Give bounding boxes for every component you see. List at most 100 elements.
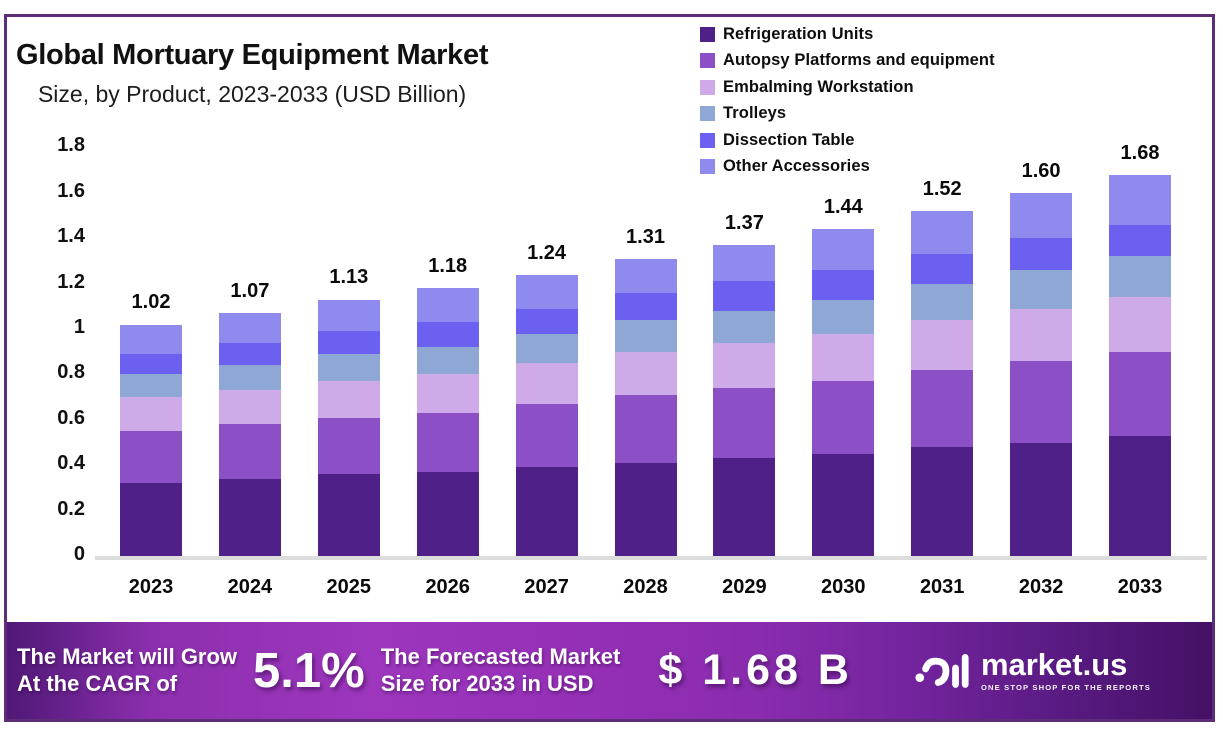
bar-segment bbox=[713, 342, 776, 389]
title-block: Global Mortuary Equipment Market Size, b… bbox=[16, 39, 488, 108]
legend-label: Trolleys bbox=[723, 104, 787, 122]
bar-segment bbox=[317, 354, 380, 382]
bar-segment bbox=[614, 462, 677, 556]
plot-area: 1.8 1.6 1.4 1.2 1 0.8 0.6 0.4 0.2 0 1.02 2023 1.07 20… bbox=[7, 17, 1212, 719]
bar-segment bbox=[1109, 351, 1171, 436]
bar-segment bbox=[120, 397, 182, 432]
y-axis-tick-label: 1.6 bbox=[57, 179, 85, 202]
x-axis-label: 2031 bbox=[919, 576, 965, 598]
bar-segment bbox=[713, 310, 776, 343]
legend-item: Dissection Table bbox=[700, 131, 995, 149]
y-axis-tick-label: 0.2 bbox=[57, 497, 85, 520]
bar-segment bbox=[812, 229, 875, 271]
marketus-swirl-icon bbox=[913, 645, 971, 696]
bar-segment bbox=[515, 363, 578, 404]
bar-value-label: 1.02 bbox=[131, 291, 171, 314]
bar-value-label: 1.31 bbox=[626, 225, 665, 248]
bar-segment bbox=[911, 210, 974, 255]
bar-segment bbox=[614, 258, 677, 293]
cagr-caption: The Market will Grow At the CAGR of bbox=[17, 644, 237, 697]
bar-segment bbox=[218, 390, 281, 425]
bar-value-label: 1.24 bbox=[527, 241, 567, 264]
bar-2023 bbox=[120, 324, 182, 556]
bar-2025 bbox=[317, 299, 380, 556]
bar-segment bbox=[416, 347, 479, 375]
bar-segment bbox=[515, 308, 578, 334]
y-axis-tick-label: 0.8 bbox=[57, 361, 85, 384]
bar-segment bbox=[1010, 192, 1073, 239]
bar-segment bbox=[317, 381, 380, 418]
bar-value-label: 1.44 bbox=[823, 196, 863, 219]
legend-swatch-icon bbox=[700, 79, 715, 95]
bar-segment bbox=[120, 324, 182, 354]
x-axis-label: 2033 bbox=[1117, 576, 1163, 598]
y-axis-tick-label: 1.2 bbox=[57, 270, 85, 293]
chart-legend: Refrigeration Units Autopsy Platforms and… bbox=[700, 25, 995, 184]
bar-segment bbox=[218, 424, 281, 479]
forecast-caption-line1: The Forecasted Market bbox=[380, 644, 621, 670]
marketus-logo: market.us ONE STOP SHOP FOR THE REPORTS bbox=[913, 645, 1151, 696]
y-axis-tick-label: 0.4 bbox=[57, 452, 85, 475]
bottom-banner: The Market will Grow At the CAGR of 5.1%… bbox=[7, 622, 1212, 719]
legend-item: Other Accessories bbox=[700, 157, 995, 176]
bar-segment bbox=[416, 412, 479, 472]
bar-segment bbox=[713, 458, 776, 556]
forecast-value: $ 1.68 B bbox=[658, 646, 853, 694]
bar-segment bbox=[317, 474, 380, 556]
legend-item: Refrigeration Units bbox=[700, 25, 995, 43]
bar-segment bbox=[317, 417, 380, 475]
bar-value-label: 1.60 bbox=[1021, 159, 1061, 182]
bar-segment bbox=[120, 354, 182, 375]
bar-segment bbox=[812, 333, 875, 382]
bar-segment bbox=[120, 374, 182, 398]
legend-label: Embalming Workstation bbox=[723, 77, 914, 96]
bar-segment bbox=[812, 453, 875, 556]
bar-segment bbox=[416, 472, 479, 556]
x-axis-label: 2024 bbox=[227, 576, 273, 598]
bar-segment bbox=[911, 254, 974, 284]
bar-2030 bbox=[812, 229, 875, 556]
bar-segment bbox=[416, 374, 479, 413]
bar-segment bbox=[416, 288, 479, 323]
brand-tagline: ONE STOP SHOP FOR THE REPORTS bbox=[980, 683, 1152, 692]
x-axis-line bbox=[95, 556, 1207, 560]
bar-segment bbox=[614, 292, 677, 320]
bar-value-label: 1.18 bbox=[428, 255, 468, 278]
x-axis-label: 2027 bbox=[524, 576, 569, 598]
legend-item: Embalming Workstation bbox=[700, 78, 995, 96]
x-axis-label: 2026 bbox=[425, 576, 470, 598]
y-axis-tick-label: 1 bbox=[73, 316, 85, 338]
bar-segment bbox=[614, 394, 677, 463]
y-axis-tick-label: 1.4 bbox=[57, 225, 85, 248]
bar-segment bbox=[515, 467, 578, 556]
y-axis-tick-label: 1.8 bbox=[57, 134, 85, 157]
y-axis-tick-label: 0 bbox=[73, 543, 85, 565]
bar-segment bbox=[614, 351, 677, 395]
cagr-value: 5.1% bbox=[253, 643, 365, 698]
bar-value-label: 1.07 bbox=[230, 280, 270, 303]
legend-label: Dissection Table bbox=[723, 130, 855, 149]
legend-item: Autopsy Platforms and equipment bbox=[700, 51, 995, 70]
bar-segment bbox=[218, 478, 281, 556]
bar-segment bbox=[1010, 360, 1073, 443]
bar-value-label: 1.68 bbox=[1120, 141, 1160, 164]
bar-segment bbox=[812, 299, 875, 334]
x-axis-label: 2028 bbox=[623, 576, 668, 598]
forecast-caption: The Forecasted Market Size for 2033 in U… bbox=[381, 644, 621, 697]
legend-swatch-icon bbox=[700, 26, 715, 42]
page-title: Global Mortuary Equipment Market bbox=[16, 39, 489, 71]
x-axis-label: 2029 bbox=[722, 576, 767, 598]
legend-label: Refrigeration Units bbox=[723, 24, 874, 43]
bar-segment bbox=[911, 283, 974, 320]
legend-item: Trolleys bbox=[700, 104, 995, 123]
bar-2032 bbox=[1010, 192, 1073, 556]
legend-swatch-icon bbox=[700, 53, 715, 68]
bar-segment bbox=[713, 281, 776, 311]
bar-segment bbox=[515, 274, 578, 309]
bar-2028 bbox=[614, 258, 677, 556]
bar-segment bbox=[515, 333, 578, 364]
bar-segment bbox=[911, 447, 974, 556]
bar-segment bbox=[812, 270, 875, 300]
bar-segment bbox=[1010, 308, 1073, 361]
bar-segment bbox=[713, 388, 776, 459]
